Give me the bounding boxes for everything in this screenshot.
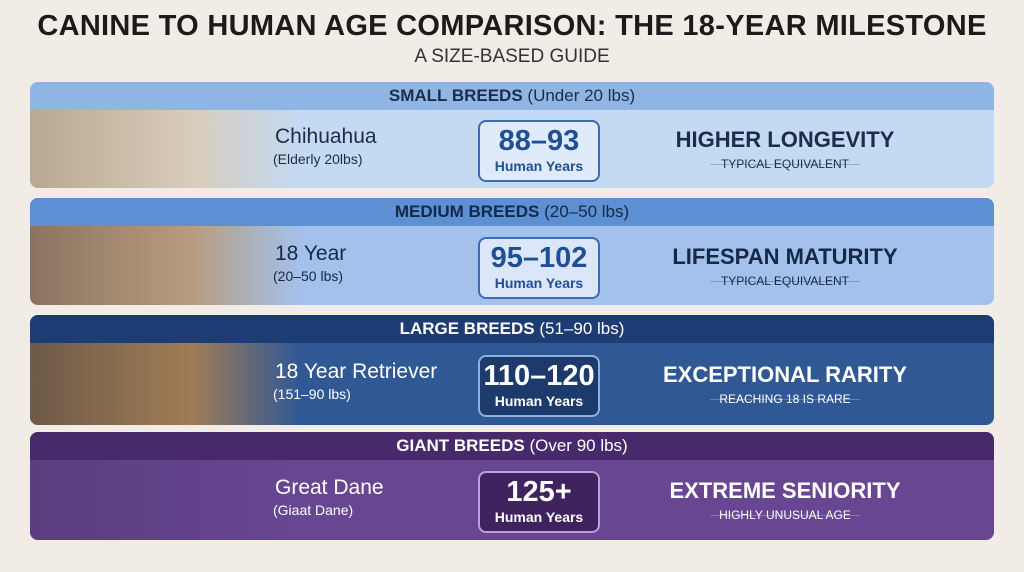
breed-row: SMALL BREEDS (Under 20 lbs) Chihuahua (Eld… — [30, 82, 994, 188]
title: CANINE TO HUMAN AGE COMPARISON: THE 18-Y… — [37, 10, 987, 42]
row-header: GIANT BREEDS (Over 90 lbs) — [30, 432, 994, 460]
human-age: 88–93 — [498, 125, 580, 157]
human-age: 95–102 — [490, 241, 588, 274]
status-label: EXCEPTIONAL RARITY — [662, 362, 908, 387]
breed-name: 18 Year Retriever — [275, 360, 438, 383]
age-box: 88–93 Human Years — [478, 120, 600, 182]
breed-note: (151–90 lbs) — [273, 386, 351, 402]
row-header: MEDIUM BREEDS (20–50 lbs) — [30, 198, 994, 226]
human-age: 110–120 — [483, 360, 595, 392]
group-range: (20–50 lbs) — [544, 202, 630, 221]
age-box: 95–102 Human Years — [478, 236, 600, 299]
breed-row: GIANT BREEDS (Over 90 lbs) Great Dane (Gia… — [30, 432, 994, 540]
divider — [710, 164, 860, 165]
status-note: REACHING 18 IS RARE — [719, 392, 851, 406]
age-box: 110–120 Human Years — [478, 355, 600, 417]
group-name: SMALL BREEDS — [388, 86, 523, 105]
age-unit: Human Years — [494, 158, 584, 174]
breed-name: Great Dane — [275, 476, 384, 499]
status-label: LIFESPAN MATURITY — [672, 243, 898, 269]
status-note: HIGHLY UNUSUAL AGE — [719, 508, 851, 522]
divider — [710, 280, 860, 282]
group-name: LARGE BREEDS — [399, 319, 535, 338]
breed-row: MEDIUM BREEDS (20–50 lbs) 18 Year (20–50 l… — [30, 198, 994, 305]
status-note: TYPICAL EQUIVALENT — [720, 273, 850, 288]
group-range: (51–90 lbs) — [539, 319, 625, 338]
group-name: MEDIUM BREEDS — [394, 202, 540, 221]
breed-name: Chihuahua — [275, 125, 377, 148]
status-note: TYPICAL EQUIVALENT — [720, 157, 850, 171]
breed-row: LARGE BREEDS (51–90 lbs) 18 Year Retrieve… — [30, 315, 994, 425]
divider — [710, 515, 860, 516]
age-unit: Human Years — [494, 393, 584, 409]
group-range: (Under 20 lbs) — [527, 86, 636, 105]
breed-name: 18 Year — [275, 241, 347, 265]
group-name: GIANT BREEDS — [396, 436, 525, 455]
age-box: 125+ Human Years — [478, 471, 600, 533]
row-header: SMALL BREEDS (Under 20 lbs) — [30, 82, 994, 110]
status-label: HIGHER LONGEVITY — [675, 127, 895, 152]
status-label: EXTREME SENIORITY — [669, 478, 901, 503]
row-header: LARGE BREEDS (51–90 lbs) — [30, 315, 994, 343]
breed-note: (20–50 lbs) — [273, 267, 344, 284]
age-unit: Human Years — [494, 509, 584, 525]
breed-note: (Giaat Dane) — [273, 502, 354, 518]
subtitle: A SIZE-BASED GUIDE — [414, 46, 610, 67]
divider — [710, 399, 860, 400]
breed-note: (Elderly 20lbs) — [273, 151, 363, 167]
human-age: 125+ — [506, 476, 572, 508]
age-unit: Human Years — [494, 274, 584, 291]
group-range: (Over 90 lbs) — [529, 436, 628, 455]
